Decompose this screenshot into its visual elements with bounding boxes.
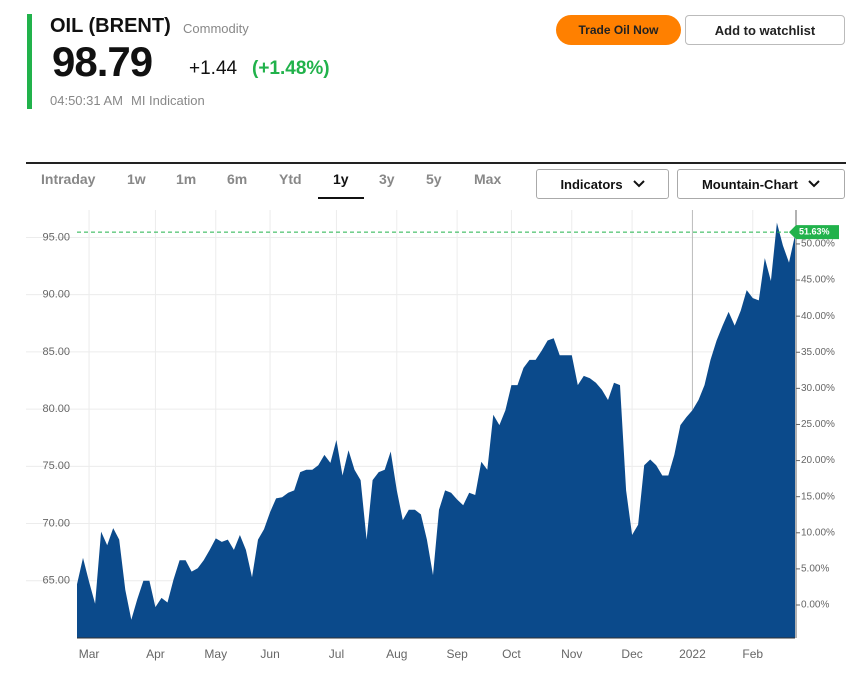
range-tab[interactable]: 5y	[426, 171, 442, 187]
change: +1.44	[189, 58, 238, 79]
indication: MI Indication	[131, 93, 205, 108]
y-tick-label: 95.00	[42, 231, 70, 243]
y-tick-label: 65.00	[42, 575, 70, 587]
dropdown-label: Mountain-Chart	[701, 176, 799, 192]
y-tick-label: 70.00	[42, 517, 70, 529]
range-tab[interactable]: 1m	[176, 171, 197, 187]
y-tick-label: 80.00	[42, 403, 70, 415]
y2-tick-label: 10.00%	[801, 527, 835, 538]
change-pct: (+1.48%)	[252, 58, 330, 79]
x-tick-label: Dec	[621, 647, 642, 661]
range-tab[interactable]: Max	[474, 171, 502, 187]
x-tick-label: Mar	[79, 647, 100, 661]
x-tick-label: Apr	[146, 647, 165, 661]
x-tick-label: Jul	[329, 647, 344, 661]
y2-tick-label: 0.00%	[801, 600, 829, 611]
watchlist-button[interactable]: Add to watchlist	[685, 15, 845, 45]
y2-tick-label: 35.00%	[801, 347, 835, 358]
y2-tick-label: 15.00%	[801, 491, 835, 502]
tab-underline	[318, 197, 364, 199]
x-tick-label: Oct	[502, 647, 521, 661]
range-tab[interactable]: 1w	[127, 171, 146, 187]
y2-tick-label: 20.00%	[801, 455, 835, 466]
y2-tick-label: 40.00%	[801, 311, 835, 322]
chevron	[632, 180, 645, 188]
x-tick-label: Aug	[386, 647, 407, 661]
reference-tag	[789, 225, 839, 240]
y2-tick-label: 5.00%	[801, 564, 829, 575]
chevron	[808, 180, 820, 188]
y-tick-label: 90.00	[42, 289, 70, 301]
x-tick-label: May	[204, 647, 227, 661]
range-tab[interactable]: 1y	[333, 171, 349, 187]
status-bar	[27, 14, 32, 109]
y-tick-label: 85.00	[42, 346, 70, 358]
range-tab[interactable]: 6m	[227, 171, 248, 187]
x-tick-label: 2022	[679, 647, 706, 661]
price: 98.79	[52, 38, 153, 85]
x-tick-label: Sep	[446, 647, 468, 661]
y2-tick-label: 25.00%	[801, 419, 835, 430]
y-tick-label: 75.00	[42, 460, 70, 472]
x-tick-label: Feb	[742, 647, 763, 661]
range-tab[interactable]: 3y	[379, 171, 395, 187]
asset-kind: Commodity	[183, 21, 249, 36]
x-tick-label: Jun	[260, 647, 279, 661]
title: OIL (BRENT)	[50, 15, 171, 37]
reference-label: 51.63%	[799, 227, 830, 237]
divider	[26, 162, 846, 164]
range-tab[interactable]: Intraday	[41, 171, 96, 187]
price-area	[77, 222, 795, 638]
dropdown-label: Indicators	[560, 176, 623, 192]
trade-button[interactable]: Trade Oil Now	[556, 15, 681, 45]
y2-tick-label: 45.00%	[801, 275, 835, 286]
x-tick-label: Nov	[561, 647, 582, 661]
range-tab[interactable]: Ytd	[279, 171, 302, 187]
chart-type-dropdown[interactable]: Mountain-Chart	[677, 169, 845, 199]
time: 04:50:31 AM	[50, 93, 123, 108]
y2-tick-label: 50.00%	[801, 239, 835, 250]
indicators-dropdown[interactable]: Indicators	[536, 169, 669, 199]
y2-tick-label: 30.00%	[801, 383, 835, 394]
